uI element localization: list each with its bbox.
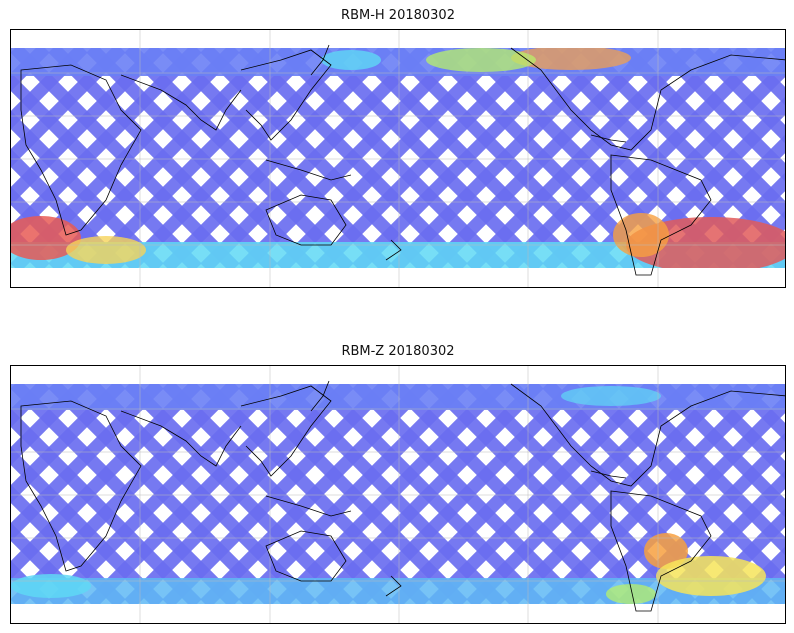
world-map xyxy=(11,366,785,623)
map-frame xyxy=(10,365,786,624)
gridlines xyxy=(11,30,785,287)
map-panel-rbm-z: RBM-Z 20180302 xyxy=(0,336,794,633)
gridlines xyxy=(11,366,785,623)
swath-track xyxy=(694,48,785,144)
map-title: RBM-Z 20180302 xyxy=(341,344,455,359)
map-title: RBM-H 20180302 xyxy=(341,8,455,23)
swath-track xyxy=(732,384,785,442)
satellite-swaths xyxy=(11,48,785,268)
map-frame xyxy=(10,29,786,288)
swath-track xyxy=(732,546,785,604)
coastlines xyxy=(20,380,785,612)
satellite-swaths xyxy=(11,384,785,604)
map-panel-rbm-h: RBM-H 20180302 xyxy=(0,0,794,300)
coastlines xyxy=(20,44,785,276)
swath-track xyxy=(694,384,785,480)
swath-track xyxy=(732,48,785,106)
world-map xyxy=(11,30,785,287)
